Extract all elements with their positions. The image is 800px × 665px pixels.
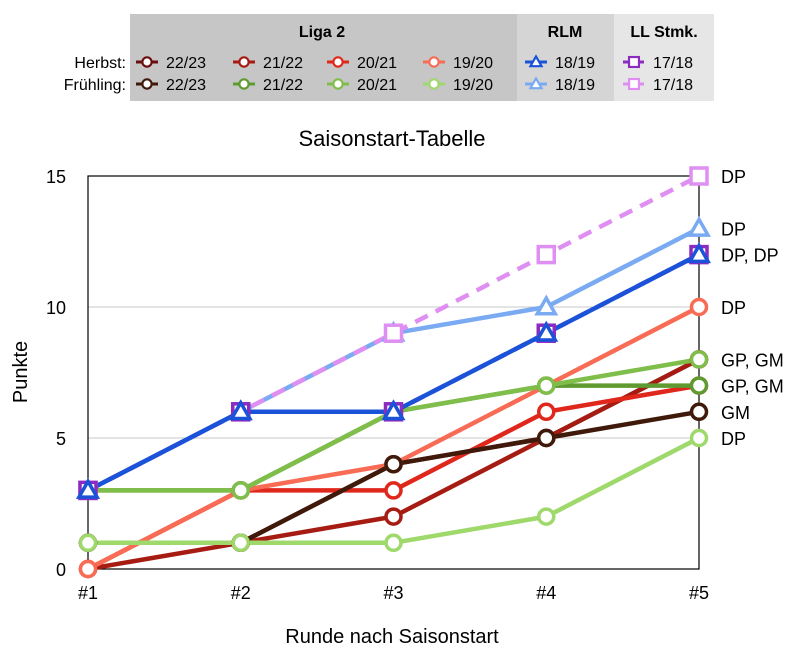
end-label: DP	[721, 298, 746, 318]
end-label: DP, DP	[721, 246, 779, 266]
data-point	[231, 481, 250, 500]
data-point	[384, 533, 403, 553]
legend-entry: 17/18	[623, 77, 693, 94]
legend-entry: 22/23	[136, 55, 206, 72]
legend-entry: 20/21	[327, 55, 397, 72]
data-point	[78, 559, 98, 579]
legend-swatch-marker	[428, 56, 440, 68]
data-point	[537, 507, 556, 526]
data-point	[537, 402, 556, 422]
legend-entry-label: 19/20	[453, 55, 493, 72]
legend-entry-label: 22/23	[166, 77, 206, 94]
data-point	[78, 533, 98, 553]
legend-entry: 21/22	[233, 55, 303, 72]
data-point	[534, 320, 559, 342]
chart-title: Saisonstart-Tabelle	[298, 126, 485, 151]
legend-swatch-marker	[141, 78, 153, 90]
data-point	[689, 402, 709, 422]
legend-entry-label: 17/18	[653, 77, 693, 94]
x-tick-label: #2	[231, 583, 251, 603]
legend-entry: 21/22	[233, 77, 303, 94]
legend-swatch-marker	[528, 76, 544, 90]
legend-swatch-marker	[332, 56, 344, 68]
data-point	[537, 428, 556, 448]
x-tick-label: #3	[383, 583, 403, 603]
data-point	[689, 297, 709, 317]
legend-entry-label: 20/21	[357, 55, 397, 72]
plot-area: 0 5 10 15 #1 #2 #3 #4 #5 GP, GM GP, GM DP GM DP DP DP DP…	[46, 166, 784, 603]
plot-frame	[87, 175, 700, 570]
legend-entry-label: 21/22	[263, 55, 303, 72]
legend-entry-label: 18/19	[555, 55, 595, 72]
legend-group-title: LL Stmk.	[630, 24, 697, 41]
data-point	[689, 350, 709, 369]
y-tick-label: 10	[46, 298, 66, 318]
y-tick-label: 15	[46, 167, 66, 187]
legend-entry: 20/21	[327, 77, 397, 94]
data-point	[689, 166, 709, 186]
x-tick-label: #1	[78, 583, 98, 603]
x-tick-label: #4	[536, 583, 556, 603]
legend-entry-label: 19/20	[453, 77, 493, 94]
y-tick-label: 5	[56, 429, 66, 449]
legend-swatch-marker	[238, 78, 250, 90]
legend-group-box	[130, 14, 517, 101]
legend-swatch-marker	[627, 77, 641, 91]
end-label: DP	[721, 219, 746, 239]
data-point	[231, 533, 250, 553]
end-label: GP, GM	[721, 377, 784, 397]
end-label: GM	[721, 403, 750, 423]
data-point	[75, 477, 101, 499]
legend-entry: 18/19	[525, 54, 595, 72]
series-line	[86, 226, 701, 493]
legend-entry-label: 22/23	[166, 55, 206, 72]
y-tick-label: 0	[56, 560, 66, 580]
end-label: GP, GM	[721, 350, 784, 370]
end-label: DP	[721, 167, 746, 187]
data-point	[537, 376, 556, 395]
legend-swatch-marker	[627, 55, 641, 69]
legend-row-label-spring: Frühling:	[64, 77, 126, 94]
y-axis-title: Punkte	[10, 341, 32, 403]
data-point	[384, 454, 403, 474]
legend: Liga 2 RLM LL Stmk. Herbst: Frühling: 22/23 21…	[64, 14, 714, 101]
legend-entry-label: 17/18	[653, 55, 693, 72]
data-point	[534, 294, 559, 316]
legend-entry: 19/20	[423, 55, 493, 72]
legend-entry: 22/23	[136, 77, 206, 94]
legend-entry-label: 20/21	[357, 77, 397, 94]
legend-entry: 18/19	[525, 76, 595, 94]
legend-swatch-marker	[238, 56, 250, 68]
legend-swatch-marker	[528, 54, 544, 68]
data-point	[686, 215, 712, 237]
legend-group-title: RLM	[548, 24, 583, 41]
x-tick-label: #5	[689, 583, 709, 603]
data-point	[536, 244, 556, 265]
data-point	[384, 507, 403, 526]
data-point	[689, 376, 709, 395]
legend-row-label-autumn: Herbst:	[74, 55, 126, 72]
data-point	[228, 399, 253, 421]
end-label: DP	[721, 429, 746, 449]
legend-entry: 19/20	[423, 77, 493, 94]
legend-group-title: Liga 2	[299, 24, 345, 41]
data-point	[383, 323, 404, 343]
legend-entry-label: 18/19	[555, 77, 595, 94]
x-axis-title: Runde nach Saisonstart	[285, 626, 499, 648]
data-point	[686, 242, 712, 264]
legend-swatch-marker	[141, 56, 153, 68]
legend-entry: 17/18	[623, 55, 693, 72]
legend-swatch-marker	[332, 78, 344, 90]
legend-swatch-marker	[428, 78, 440, 90]
legend-entry-label: 21/22	[263, 77, 303, 94]
data-point	[381, 399, 406, 421]
data-point	[384, 481, 403, 500]
data-point	[689, 428, 709, 448]
